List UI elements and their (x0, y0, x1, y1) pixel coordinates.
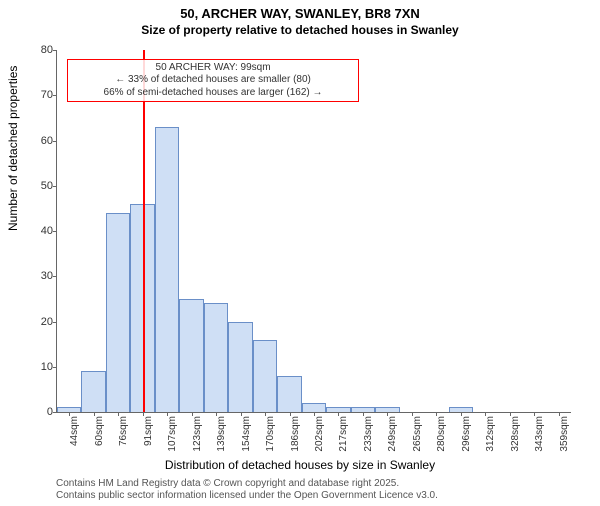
histogram-bar (228, 322, 252, 413)
page-title: 50, ARCHER WAY, SWANLEY, BR8 7XN (0, 6, 600, 21)
x-tick-label: 280sqm (436, 416, 447, 452)
x-tick-label: 91sqm (143, 416, 154, 446)
x-tick-label: 170sqm (265, 416, 276, 452)
x-tick-label: 60sqm (94, 416, 105, 446)
histogram-bar (253, 340, 277, 412)
annotation-line: 66% of semi-detached houses are larger (… (74, 87, 352, 100)
x-tick-label: 359sqm (559, 416, 570, 452)
annotation-line: ← 33% of detached houses are smaller (80… (74, 74, 352, 87)
histogram-bar (179, 299, 203, 412)
x-tick-label: 107sqm (167, 416, 178, 452)
x-tick-label: 186sqm (290, 416, 301, 452)
annotation-box: 50 ARCHER WAY: 99sqm← 33% of detached ho… (67, 59, 359, 103)
footer-line-2: Contains public sector information licen… (56, 490, 438, 502)
x-tick-label: 312sqm (485, 416, 496, 452)
x-tick-label: 328sqm (510, 416, 521, 452)
x-tick-label: 154sqm (241, 416, 252, 452)
x-tick-label: 265sqm (412, 416, 423, 452)
x-tick-label: 76sqm (118, 416, 129, 446)
y-axis-label: Number of detached properties (6, 66, 20, 231)
x-tick-label: 249sqm (387, 416, 398, 452)
histogram-bar (81, 371, 105, 412)
x-tick-label: 139sqm (216, 416, 227, 452)
x-tick-label: 296sqm (461, 416, 472, 452)
property-marker-line (143, 50, 145, 412)
footer-line-1: Contains HM Land Registry data © Crown c… (56, 478, 438, 490)
histogram-bar (277, 376, 301, 412)
x-tick-label: 202sqm (314, 416, 325, 452)
x-tick-label: 44sqm (69, 416, 80, 446)
histogram-bar (106, 213, 130, 412)
footer-attribution: Contains HM Land Registry data © Crown c… (56, 478, 438, 502)
x-tick-label: 343sqm (534, 416, 545, 452)
histogram-bar (155, 127, 179, 412)
chart-plot-area: 0102030405060708044sqm60sqm76sqm91sqm107… (56, 50, 571, 413)
page-subtitle: Size of property relative to detached ho… (0, 23, 600, 37)
x-tick-label: 217sqm (338, 416, 349, 452)
x-tick-label: 233sqm (363, 416, 374, 452)
x-axis-label: Distribution of detached houses by size … (0, 458, 600, 472)
x-tick-label: 123sqm (192, 416, 203, 452)
histogram-bar (302, 403, 326, 412)
annotation-line: 50 ARCHER WAY: 99sqm (74, 62, 352, 75)
histogram-bar (204, 303, 228, 412)
